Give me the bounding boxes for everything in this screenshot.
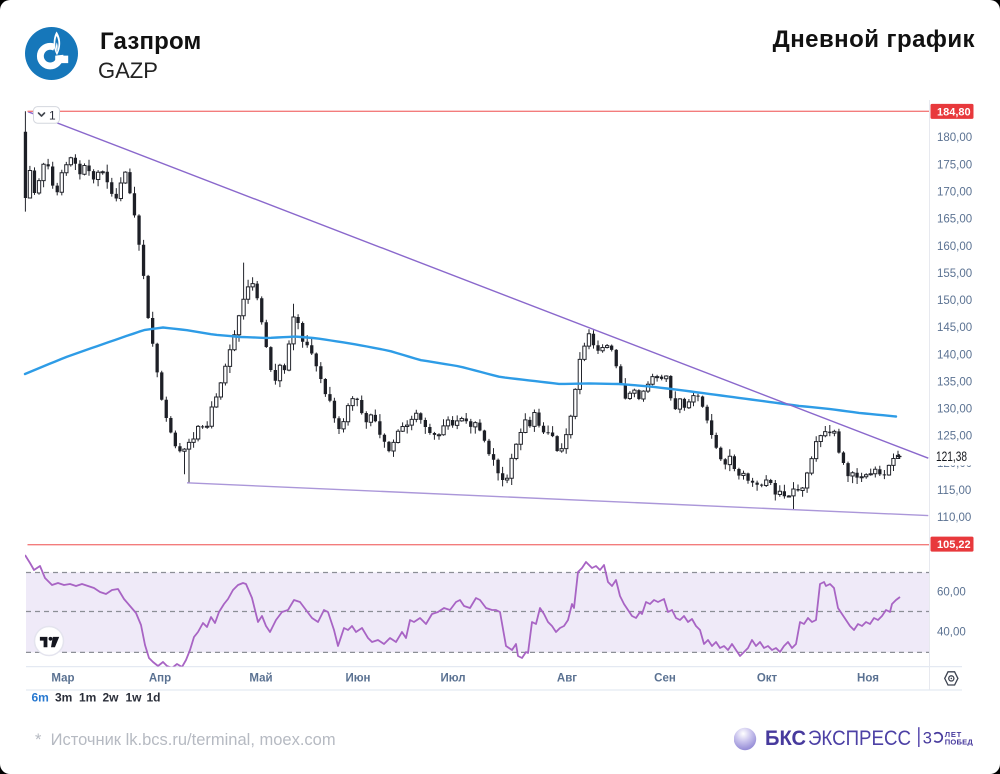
svg-text:1m: 1m	[79, 691, 96, 705]
svg-text:Май: Май	[249, 673, 272, 685]
svg-text:135,00: 135,00	[937, 377, 972, 389]
svg-text:ЭКСПРЕСС: ЭКСПРЕСС	[808, 727, 911, 750]
svg-text:Авг: Авг	[557, 673, 577, 685]
svg-text:160,00: 160,00	[937, 241, 972, 253]
svg-text:Окт: Окт	[757, 673, 778, 685]
svg-text:105,22: 105,22	[937, 539, 971, 551]
svg-text:140,00: 140,00	[937, 349, 972, 361]
svg-text:1: 1	[49, 109, 56, 123]
svg-text:БКС: БКС	[765, 727, 806, 750]
svg-text:145,00: 145,00	[937, 322, 972, 334]
svg-text:155,00: 155,00	[937, 268, 972, 280]
svg-text:Мар: Мар	[51, 673, 74, 685]
svg-text:6m: 6m	[32, 691, 49, 705]
svg-text:115,00: 115,00	[937, 485, 971, 497]
svg-text:60,00: 60,00	[937, 587, 966, 599]
svg-text:40,00: 40,00	[937, 627, 966, 639]
svg-text:175,00: 175,00	[937, 159, 972, 171]
svg-text:Июл: Июл	[440, 673, 465, 685]
svg-text:150,00: 150,00	[937, 295, 972, 307]
svg-text:121,38: 121,38	[936, 449, 967, 464]
svg-text:165,00: 165,00	[937, 214, 972, 226]
svg-text:110,00: 110,00	[937, 512, 971, 524]
svg-text:184,80: 184,80	[937, 106, 971, 118]
svg-text:180,00: 180,00	[937, 132, 972, 144]
svg-text:1d: 1d	[147, 691, 161, 705]
svg-text:Июн: Июн	[345, 673, 370, 685]
svg-text:125,00: 125,00	[937, 431, 972, 443]
svg-text:Ноя: Ноя	[857, 673, 879, 685]
svg-text:2w: 2w	[103, 691, 120, 705]
svg-text:Апр: Апр	[149, 673, 171, 685]
svg-text:130,00: 130,00	[937, 404, 972, 416]
svg-text:ПОБЕД: ПОБЕД	[945, 738, 974, 747]
svg-text:3: 3	[923, 729, 932, 747]
svg-text:3m: 3m	[55, 691, 72, 705]
svg-text:170,00: 170,00	[937, 187, 972, 199]
svg-text:1w: 1w	[126, 691, 143, 705]
svg-text:ЛЕТ: ЛЕТ	[945, 730, 962, 739]
svg-text:Сен: Сен	[654, 673, 676, 685]
